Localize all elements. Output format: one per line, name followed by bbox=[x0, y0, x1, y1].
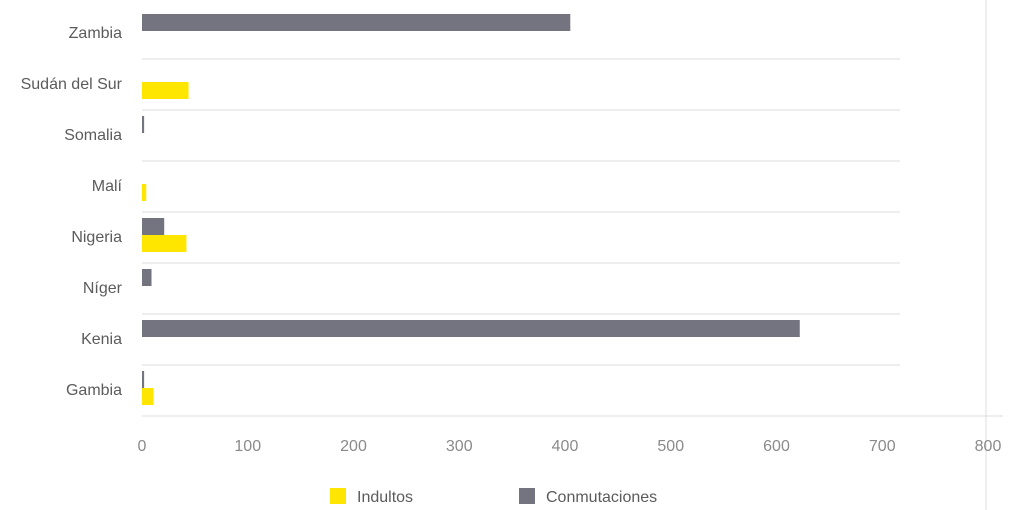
legend-label: Conmutaciones bbox=[546, 489, 657, 506]
category-label: Gambia bbox=[66, 382, 122, 399]
x-axis-ticks: 0 100 200 300 400 500 600 700 800 bbox=[138, 438, 1002, 455]
bar-conmutaciones bbox=[142, 269, 152, 286]
bar-conmutaciones bbox=[142, 218, 165, 235]
category-label: Malí bbox=[92, 178, 123, 195]
bar-conmutaciones bbox=[142, 371, 145, 388]
x-tick-label: 300 bbox=[446, 438, 473, 455]
category-label: Zambia bbox=[69, 25, 122, 42]
x-tick-label: 500 bbox=[657, 438, 684, 455]
category-labels: Zambia Sudán del Sur Somalia Malí Nigeria Níg… bbox=[21, 25, 123, 399]
x-tick-label: 800 bbox=[975, 438, 1002, 455]
bar-indultos bbox=[142, 184, 147, 201]
bars bbox=[142, 14, 800, 405]
category-label: Nigeria bbox=[71, 229, 122, 246]
gridlines bbox=[142, 0, 1003, 510]
bar-conmutaciones bbox=[142, 14, 571, 31]
bar-indultos bbox=[142, 82, 189, 99]
bar-conmutaciones bbox=[142, 116, 145, 133]
x-tick-label: 700 bbox=[869, 438, 896, 455]
legend-swatch bbox=[519, 488, 535, 504]
category-label: Kenia bbox=[81, 331, 122, 348]
category-label: Sudán del Sur bbox=[21, 76, 123, 93]
bar-indultos bbox=[142, 235, 187, 252]
category-label: Somalia bbox=[64, 127, 122, 144]
category-label: Níger bbox=[83, 280, 123, 297]
bar-conmutaciones bbox=[142, 320, 800, 337]
legend: Indultos Conmutaciones bbox=[330, 488, 657, 506]
x-tick-label: 600 bbox=[763, 438, 790, 455]
x-tick-label: 0 bbox=[138, 438, 147, 455]
legend-label: Indultos bbox=[357, 489, 413, 506]
x-tick-label: 400 bbox=[552, 438, 579, 455]
bar-indultos bbox=[142, 388, 154, 405]
x-tick-label: 200 bbox=[340, 438, 367, 455]
legend-swatch bbox=[330, 488, 346, 504]
x-tick-label: 100 bbox=[234, 438, 261, 455]
